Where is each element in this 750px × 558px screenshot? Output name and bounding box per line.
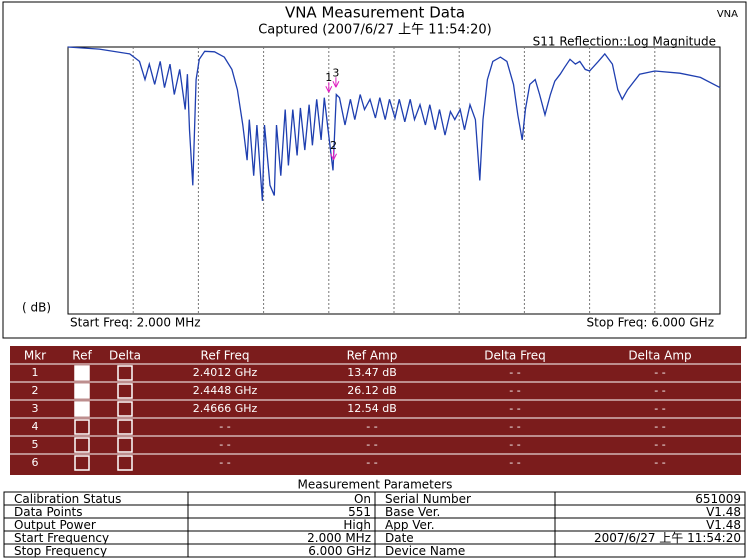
parameter-cell: Output Power bbox=[14, 518, 96, 532]
chart-frame bbox=[2, 1, 747, 339]
table-cell: - - bbox=[654, 420, 665, 433]
table-cell: - - bbox=[219, 438, 230, 451]
start-label: Start Freq: 2.000 MHz bbox=[70, 316, 201, 330]
table-header: Ref Freq bbox=[201, 349, 250, 363]
checkbox[interactable] bbox=[74, 401, 90, 417]
table-cell: - - bbox=[654, 438, 665, 451]
parameter-cell: High bbox=[343, 518, 371, 532]
table-cell: 5 bbox=[32, 438, 39, 451]
table-cell: - - bbox=[509, 420, 520, 433]
table-header: Delta Freq bbox=[484, 349, 546, 363]
parameter-cell: On bbox=[354, 492, 371, 506]
parameter-cell: 651009 bbox=[695, 492, 741, 506]
checkbox[interactable] bbox=[117, 365, 133, 381]
table-cell: 2 bbox=[32, 384, 39, 397]
table-cell: - - bbox=[654, 456, 665, 469]
chart-title: VNA Measurement Data bbox=[285, 4, 465, 22]
table-cell: 1 bbox=[32, 366, 39, 379]
table-cell: - - bbox=[509, 402, 520, 415]
marker-label: 3 bbox=[332, 66, 339, 79]
table-header: Ref bbox=[72, 349, 92, 363]
table-cell: 13.47 dB bbox=[347, 366, 397, 379]
table-cell: 6 bbox=[32, 456, 39, 469]
table-header: Delta Amp bbox=[628, 349, 691, 363]
table-cell: - - bbox=[654, 384, 665, 397]
checkbox[interactable] bbox=[117, 455, 133, 471]
table-cell: 12.54 dB bbox=[347, 402, 397, 415]
table-cell: - - bbox=[654, 366, 665, 379]
table-cell: - - bbox=[366, 438, 377, 451]
marker-label: 2 bbox=[330, 139, 337, 152]
table-cell: - - bbox=[219, 420, 230, 433]
parameter-cell: Serial Number bbox=[385, 492, 471, 506]
table-header: Ref Amp bbox=[347, 349, 398, 363]
parameter-cell: Start Frequency bbox=[14, 531, 109, 545]
table-cell: - - bbox=[366, 420, 377, 433]
table-cell: 26.12 dB bbox=[347, 384, 397, 397]
parameter-cell: Data Points bbox=[14, 505, 83, 519]
parameter-cell: Stop Frequency bbox=[14, 544, 107, 558]
parameter-cell: V1.48 bbox=[706, 505, 741, 519]
table-cell: - - bbox=[219, 456, 230, 469]
parameter-cell: App Ver. bbox=[385, 518, 435, 532]
checkbox[interactable] bbox=[117, 437, 133, 453]
parameter-cell: 2007/6/27 上午 11:54:20 bbox=[594, 531, 741, 545]
checkbox[interactable] bbox=[74, 419, 90, 435]
checkbox[interactable] bbox=[117, 383, 133, 399]
table-cell: - - bbox=[654, 402, 665, 415]
trace bbox=[67, 46, 721, 201]
marker bbox=[332, 77, 340, 88]
parameter-cell: 2.000 MHz bbox=[307, 531, 371, 545]
table-header: Delta bbox=[109, 349, 141, 363]
table-cell: 2.4012 GHz bbox=[193, 366, 258, 379]
marker bbox=[325, 82, 333, 93]
trace-label: S11 Reflection::Log Magnitude bbox=[533, 35, 716, 49]
parameter-cell: Calibration Status bbox=[14, 492, 121, 506]
checkbox[interactable] bbox=[117, 401, 133, 417]
table-cell: - - bbox=[509, 384, 520, 397]
marker bbox=[330, 149, 337, 161]
chart-subtitle: Captured (2007/6/27 上午 11:54:20) bbox=[258, 23, 492, 38]
parameter-cell: Date bbox=[385, 531, 414, 545]
parameters-title: Measurement Parameters bbox=[298, 478, 453, 492]
table-cell: 2.4448 GHz bbox=[193, 384, 258, 397]
table-cell: 4 bbox=[32, 420, 39, 433]
table-cell: 3 bbox=[32, 402, 39, 415]
checkbox[interactable] bbox=[74, 437, 90, 453]
parameter-cell: Device Name bbox=[385, 544, 465, 558]
y-axis-label: ( dB) bbox=[22, 301, 51, 315]
badge: VNA bbox=[717, 9, 738, 20]
parameter-cell: 6.000 GHz bbox=[308, 544, 371, 558]
stop-label: Stop Freq: 6.000 GHz bbox=[587, 316, 714, 330]
checkbox[interactable] bbox=[74, 383, 90, 399]
checkbox[interactable] bbox=[117, 419, 133, 435]
checkbox[interactable] bbox=[74, 365, 90, 381]
table-cell: - - bbox=[366, 456, 377, 469]
table-cell: - - bbox=[509, 366, 520, 379]
checkbox[interactable] bbox=[74, 455, 90, 471]
table-cell: - - bbox=[509, 456, 520, 469]
parameter-cell: 551 bbox=[348, 505, 371, 519]
table-cell: - - bbox=[509, 438, 520, 451]
parameter-cell: V1.48 bbox=[706, 518, 741, 532]
marker-label: 1 bbox=[325, 71, 332, 84]
parameter-cell: Base Ver. bbox=[385, 505, 440, 519]
table-cell: 2.4666 GHz bbox=[193, 402, 258, 415]
table-header: Mkr bbox=[24, 349, 46, 363]
